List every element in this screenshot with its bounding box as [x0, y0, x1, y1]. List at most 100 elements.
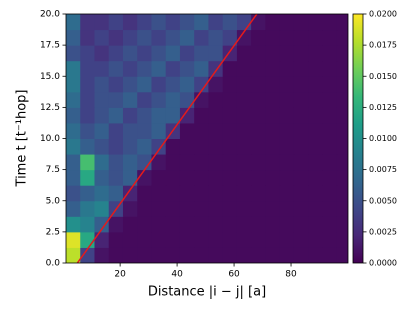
heatmap-cell: [279, 154, 295, 171]
heatmap-cell: [66, 200, 81, 217]
heatmap-cell: [94, 14, 110, 31]
heatmap-cell: [251, 185, 266, 202]
colorbar-tick-label: 0.0200: [369, 10, 397, 19]
heatmap-cell: [236, 138, 252, 155]
heatmap-cell: [251, 76, 266, 93]
heatmap-cell: [66, 231, 81, 248]
heatmap-cell: [122, 231, 138, 248]
heatmap-cell: [208, 231, 224, 248]
heatmap-cell: [151, 76, 167, 93]
heatmap-cell: [194, 45, 209, 62]
y-tick-label: 20.0: [40, 10, 60, 20]
colorbar-tick-label: 0.0025: [369, 227, 397, 236]
heatmap-cell: [151, 45, 167, 62]
colorbar: [352, 13, 364, 264]
heatmap-cell: [251, 138, 266, 155]
heatmap-cell: [308, 247, 323, 263]
heatmap-cell: [66, 14, 81, 31]
heatmap-cell: [179, 154, 195, 171]
heatmap-cell: [293, 76, 309, 93]
heatmap-cell: [308, 231, 323, 248]
heatmap-cell: [308, 107, 323, 124]
heatmap-cell: [80, 14, 95, 31]
heatmap-cell: [137, 107, 152, 124]
heatmap-cell: [322, 122, 338, 139]
heatmap-cell: [179, 216, 195, 233]
heatmap-cell: [80, 200, 95, 217]
heatmap-cell: [194, 91, 209, 108]
heatmap-cell: [194, 60, 209, 77]
heatmap-cell: [122, 154, 138, 171]
heatmap-cell: [165, 107, 181, 124]
heatmap-cell: [151, 169, 167, 186]
heatmap-cell: [265, 138, 281, 155]
heatmap-cell: [222, 138, 238, 155]
heatmap-cell: [208, 45, 224, 62]
heatmap-cell: [236, 185, 252, 202]
heatmap-cell: [80, 154, 95, 171]
heatmap-cell: [165, 169, 181, 186]
heatmap-cell: [293, 122, 309, 139]
heatmap-cell: [236, 216, 252, 233]
heatmap-cell: [336, 200, 348, 217]
heatmap-cell: [179, 138, 195, 155]
heatmap-cell: [80, 45, 95, 62]
heatmap-cell: [108, 169, 124, 186]
heatmap-cell: [194, 200, 209, 217]
heatmap-cell: [293, 91, 309, 108]
heatmap-cell: [336, 60, 348, 77]
heatmap-cell: [336, 76, 348, 93]
heatmap-cell: [308, 185, 323, 202]
heatmap-cell: [279, 200, 295, 217]
heatmap-cell: [108, 14, 124, 31]
heatmap-cell: [308, 60, 323, 77]
colorbar-tick-label: 0.0150: [369, 72, 397, 81]
heatmap-cell: [122, 185, 138, 202]
heatmap-cell: [265, 14, 281, 31]
heatmap-cell: [122, 107, 138, 124]
heatmap-cell: [194, 216, 209, 233]
heatmap-cell: [293, 14, 309, 31]
heatmap-cell: [308, 138, 323, 155]
heatmap-cell: [222, 200, 238, 217]
heatmap-cell: [94, 76, 110, 93]
heatmap-cell: [151, 60, 167, 77]
heatmap-cell: [80, 107, 95, 124]
y-tick-label: 12.5: [40, 103, 60, 113]
x-tick-label: 40: [171, 270, 183, 280]
heatmap-cell: [222, 185, 238, 202]
heatmap-cell: [80, 29, 95, 46]
heatmap-cell: [265, 154, 281, 171]
heatmap-cell: [222, 247, 238, 263]
heatmap-cell: [179, 247, 195, 263]
heatmap-cell: [94, 91, 110, 108]
heatmap-cell: [137, 91, 152, 108]
heatmap-cell: [322, 76, 338, 93]
heatmap-cell: [165, 231, 181, 248]
heatmap-cell: [137, 138, 152, 155]
heatmap-cell: [236, 14, 252, 31]
heatmap-cell: [222, 231, 238, 248]
heatmap: [66, 14, 348, 263]
heatmap-cell: [108, 107, 124, 124]
heatmap-cell: [179, 169, 195, 186]
heatmap-cell: [137, 247, 152, 263]
heatmap-cell: [194, 122, 209, 139]
heatmap-cell: [251, 107, 266, 124]
heatmap-cell: [293, 29, 309, 46]
heatmap-cell: [322, 91, 338, 108]
heatmap-cell: [222, 91, 238, 108]
heatmap-cell: [66, 216, 81, 233]
heatmap-cell: [279, 14, 295, 31]
heatmap-cell: [322, 154, 338, 171]
heatmap-cell: [94, 231, 110, 248]
heatmap-cell: [336, 154, 348, 171]
heatmap-cell: [94, 107, 110, 124]
heatmap-cell: [208, 122, 224, 139]
heatmap-cell: [179, 185, 195, 202]
heatmap-cell: [165, 29, 181, 46]
heatmap-cell: [137, 14, 152, 31]
heatmap-cell: [265, 231, 281, 248]
heatmap-cell: [222, 154, 238, 171]
heatmap-cell: [194, 107, 209, 124]
